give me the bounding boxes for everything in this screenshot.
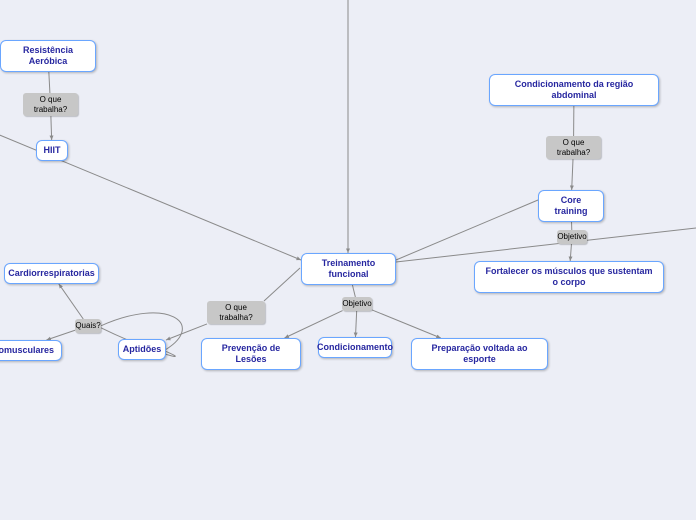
node-label: Resistência Aeróbica <box>9 45 87 67</box>
concept-hiit[interactable]: HIIT <box>36 140 68 161</box>
node-label: Treinamento funcional <box>310 258 387 280</box>
node-label: Quais? <box>75 321 100 331</box>
node-label: Cardiorrespiratorias <box>8 268 95 279</box>
node-label: Prevenção de Lesões <box>210 343 292 365</box>
concept-abdominal[interactable]: Condicionamento da região abdominal <box>489 74 659 106</box>
node-label: O que trabalha? <box>552 138 595 157</box>
relation-rel_trab3[interactable]: O que trabalha? <box>546 136 601 159</box>
node-label: O que trabalha? <box>213 303 259 322</box>
concept-neuro[interactable]: Neuromusculares <box>0 340 62 361</box>
node-label: HIIT <box>44 145 61 156</box>
diagram-stage: Resistência Aeróbica HIIT Cardiorrespirato… <box>0 0 696 520</box>
concept-condic[interactable]: Condicionamento <box>318 337 392 358</box>
concept-fortalecer[interactable]: Fortalecer os músculos que sustentam o c… <box>474 261 664 293</box>
node-label: Condicionamento da região abdominal <box>498 79 650 101</box>
concept-cardio[interactable]: Cardiorrespiratorias <box>4 263 99 284</box>
concept-preparacao[interactable]: Preparação voltada ao esporte <box>411 338 548 370</box>
node-label: Neuromusculares <box>0 345 54 356</box>
relation-rel_quais[interactable]: Quais? <box>75 319 101 333</box>
concept-aptidoes[interactable]: Aptidões <box>118 339 166 360</box>
relation-rel_res_hiit[interactable]: O que trabalha? <box>23 93 78 116</box>
concept-core[interactable]: Core training <box>538 190 604 222</box>
node-label: Condicionamento <box>317 342 393 353</box>
node-label: Preparação voltada ao esporte <box>420 343 539 365</box>
concept-prevencao[interactable]: Prevenção de Lesões <box>201 338 301 370</box>
relation-rel_trab2[interactable]: O que trabalha? <box>207 301 265 324</box>
node-label: Core training <box>547 195 595 217</box>
node-label: Objetivo <box>342 299 371 309</box>
node-label: O que trabalha? <box>29 95 72 114</box>
relation-rel_obj1[interactable]: Objetivo <box>342 297 372 311</box>
node-label: Aptidões <box>123 344 162 355</box>
node-label: Fortalecer os músculos que sustentam o c… <box>483 266 655 288</box>
node-label: Objetivo <box>557 232 586 242</box>
concept-central[interactable]: Treinamento funcional <box>301 253 396 285</box>
relation-rel_obj2[interactable]: Objetivo <box>557 230 587 244</box>
concept-resistencia[interactable]: Resistência Aeróbica <box>0 40 96 72</box>
